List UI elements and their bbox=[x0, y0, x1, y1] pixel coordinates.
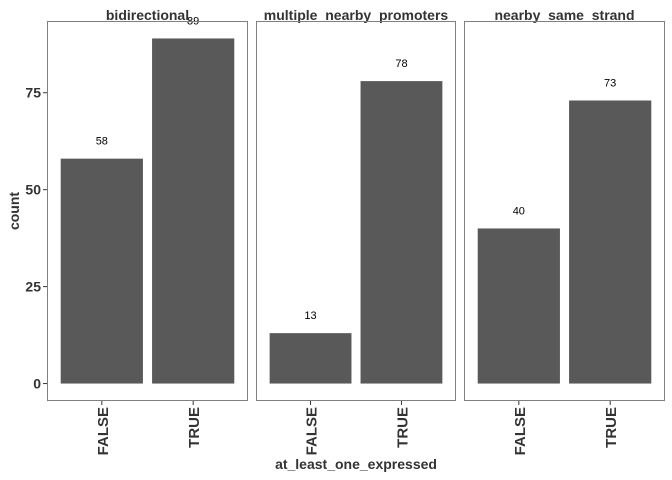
data-label: 73 bbox=[604, 77, 616, 89]
y-tick-label: 50 bbox=[25, 182, 41, 198]
x-tick-label: FALSE bbox=[304, 407, 321, 455]
bar bbox=[269, 333, 352, 384]
x-tick-label: FALSE bbox=[512, 407, 529, 455]
bar bbox=[60, 158, 143, 384]
y-tick-label: 25 bbox=[25, 279, 41, 295]
data-label: 78 bbox=[395, 58, 407, 70]
bar bbox=[152, 38, 235, 384]
y-tick-label: 0 bbox=[33, 376, 41, 392]
x-tick-label: FALSE bbox=[95, 407, 112, 455]
panel-border bbox=[464, 21, 665, 401]
bar bbox=[477, 228, 560, 384]
panel-border bbox=[47, 21, 248, 401]
y-tick-label: 75 bbox=[25, 85, 41, 101]
bar bbox=[569, 100, 652, 384]
facet-title: nearby_same_strand bbox=[494, 7, 634, 23]
facet-title: multiple_nearby_promoters bbox=[264, 7, 449, 23]
facet-title: bidirectional bbox=[106, 7, 189, 23]
x-tick-label: TRUE bbox=[186, 407, 203, 448]
data-label: 58 bbox=[96, 136, 108, 148]
x-tick-label: TRUE bbox=[394, 407, 411, 448]
bar bbox=[360, 81, 443, 384]
data-label: 40 bbox=[513, 205, 525, 217]
x-tick-label: TRUE bbox=[603, 407, 620, 448]
x-axis-title: at_least_one_expressed bbox=[275, 456, 437, 472]
panel-border bbox=[256, 21, 456, 401]
y-axis-title: count bbox=[6, 192, 22, 230]
data-label: 13 bbox=[304, 310, 316, 322]
